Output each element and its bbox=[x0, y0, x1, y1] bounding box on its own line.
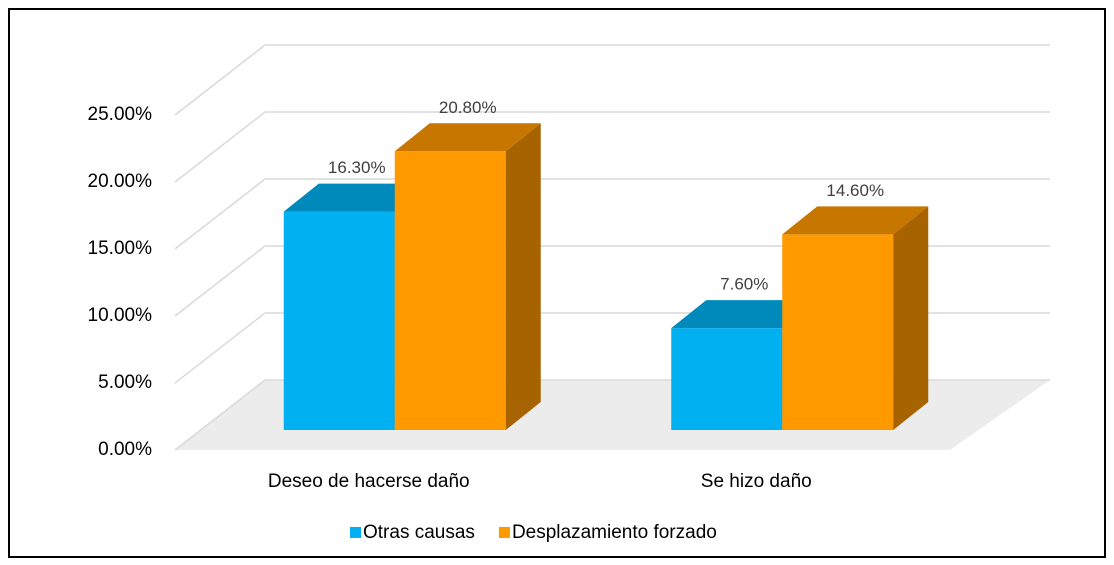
bar-front bbox=[394, 151, 506, 430]
bar-top bbox=[394, 123, 541, 152]
bar-side bbox=[893, 206, 929, 430]
grid-line bbox=[174, 379, 266, 451]
grid-line bbox=[174, 245, 266, 317]
y-tick-label: 5.00% bbox=[98, 372, 152, 393]
legend-swatch bbox=[350, 527, 361, 538]
bar-top bbox=[782, 206, 929, 235]
x-tick-label: Deseo de hacerse daño bbox=[268, 471, 470, 492]
bar-top bbox=[671, 300, 818, 329]
bar-top bbox=[283, 183, 430, 212]
chart-border bbox=[8, 8, 1106, 558]
y-tick-label: 20.00% bbox=[88, 171, 153, 192]
grid-line bbox=[174, 44, 266, 116]
y-tick-label: 15.00% bbox=[88, 238, 153, 259]
value-label: 7.60% bbox=[720, 275, 768, 294]
grid-line bbox=[174, 312, 266, 384]
grid-line bbox=[174, 111, 266, 183]
bar-front bbox=[671, 328, 783, 430]
bar-side bbox=[505, 123, 541, 430]
value-label: 16.30% bbox=[328, 158, 386, 177]
legend-label: Otras causas bbox=[363, 522, 475, 543]
y-tick-label: 0.00% bbox=[98, 439, 152, 460]
y-tick-label: 10.00% bbox=[88, 305, 153, 326]
value-label: 14.60% bbox=[826, 181, 884, 200]
bar-front bbox=[283, 211, 395, 430]
legend-label: Desplazamiento forzado bbox=[512, 522, 717, 543]
value-label: 20.80% bbox=[439, 98, 497, 117]
y-tick-label: 25.00% bbox=[88, 104, 153, 125]
grid-line bbox=[174, 178, 266, 250]
legend-swatch bbox=[498, 527, 510, 538]
x-tick-label: Se hizo daño bbox=[701, 471, 812, 492]
bar-front bbox=[782, 234, 894, 430]
